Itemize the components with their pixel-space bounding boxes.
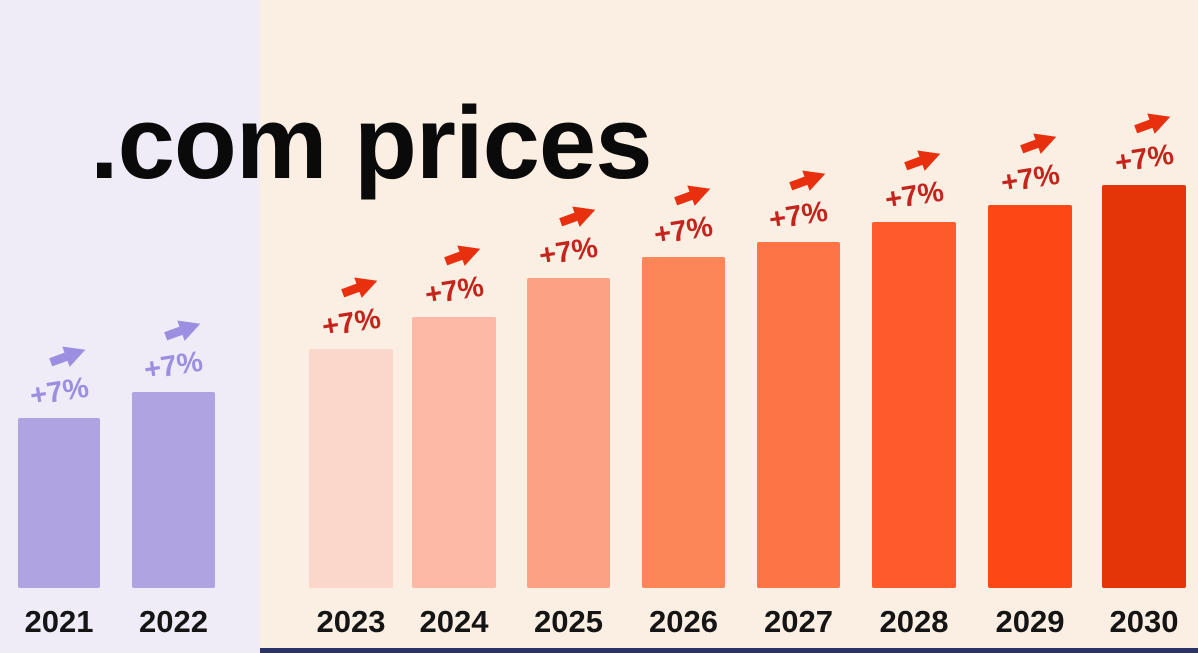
arrow-shape	[788, 170, 825, 191]
bar	[309, 349, 393, 588]
bar-column-2022: +7%	[132, 317, 215, 588]
footer-bar	[260, 648, 1198, 653]
bar-column-2029: +7%	[988, 130, 1072, 588]
bar	[527, 278, 610, 588]
bar-column-2030: +7%	[1102, 110, 1186, 588]
bar-column-2028: +7%	[872, 147, 956, 588]
year-label-2029: 2029	[995, 604, 1065, 639]
arrow-shape	[1134, 113, 1171, 134]
arrow-shape	[558, 206, 595, 227]
growth-label: +7%	[319, 302, 383, 344]
arrow-shape	[163, 320, 200, 341]
bar-column-2025: +7%	[527, 203, 610, 588]
arrow-up-right-icon	[160, 311, 205, 348]
arrow-shape	[444, 245, 481, 266]
bar-column-2026: +7%	[642, 182, 725, 588]
growth-label: +7%	[27, 371, 91, 413]
bar	[988, 205, 1072, 588]
arrow-up-right-icon	[555, 197, 600, 234]
year-label-2027: 2027	[764, 604, 833, 639]
year-label-2021: 2021	[24, 604, 94, 639]
year-label-2030: 2030	[1109, 604, 1179, 639]
growth-label: +7%	[141, 345, 205, 387]
arrow-shape	[1020, 133, 1057, 154]
arrow-shape	[904, 150, 941, 171]
bar-column-2024: +7%	[412, 242, 496, 588]
arrow-shape	[673, 185, 710, 206]
bar	[412, 317, 496, 588]
bar	[642, 257, 725, 588]
arrow-shape	[49, 346, 86, 367]
bar	[18, 418, 100, 588]
arrow-up-right-icon	[785, 161, 830, 198]
page-title: .com prices	[90, 85, 652, 200]
growth-label: +7%	[651, 210, 715, 252]
growth-label: +7%	[1112, 138, 1176, 180]
growth-label: +7%	[882, 175, 946, 217]
arrow-up-right-icon	[338, 268, 383, 305]
year-label-2028: 2028	[879, 604, 949, 639]
arrow-up-right-icon	[670, 176, 715, 213]
growth-label: +7%	[998, 158, 1062, 200]
growth-label: +7%	[766, 195, 830, 237]
bar-column-2023: +7%	[309, 274, 393, 588]
year-label-2024: 2024	[419, 604, 489, 639]
year-label-2023: 2023	[316, 604, 386, 639]
year-label-2022: 2022	[139, 604, 208, 639]
arrow-up-right-icon	[46, 337, 91, 374]
bar	[872, 222, 956, 588]
year-label-2025: 2025	[534, 604, 603, 639]
arrow-shape	[341, 277, 378, 298]
growth-label: +7%	[536, 231, 600, 273]
arrow-up-right-icon	[901, 141, 946, 178]
bar	[132, 392, 215, 588]
bar	[757, 242, 840, 588]
arrow-up-right-icon	[1017, 124, 1062, 161]
growth-label: +7%	[422, 270, 486, 312]
bar-column-2021: +7%	[18, 343, 100, 588]
year-label-2026: 2026	[649, 604, 718, 639]
bar-column-2027: +7%	[757, 167, 840, 588]
arrow-up-right-icon	[441, 236, 486, 273]
arrow-up-right-icon	[1131, 104, 1176, 141]
bar	[1102, 185, 1186, 588]
